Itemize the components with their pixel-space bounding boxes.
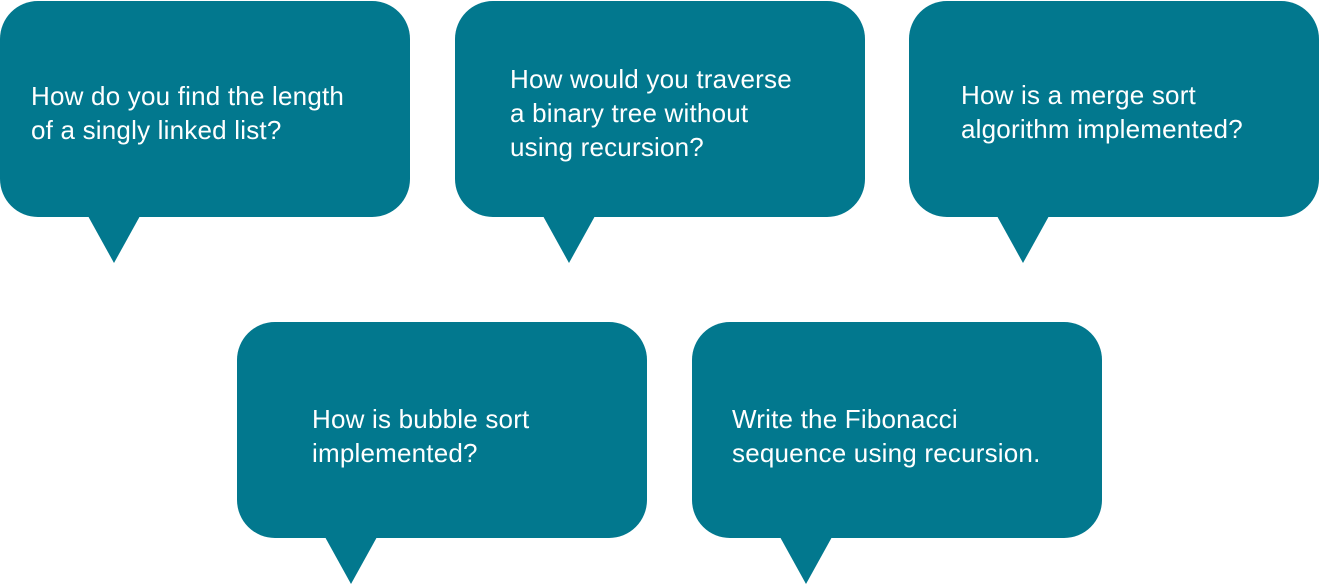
speech-bubble-bubble-sort: How is bubble sort implemented?	[237, 322, 647, 584]
bubble-line: Write the Fibonacci	[732, 404, 958, 434]
speech-bubble-tail	[997, 216, 1049, 263]
bubble-line: How would you traverse	[510, 64, 792, 94]
bubble-line: of a singly linked list?	[31, 115, 282, 145]
speech-bubble-tail	[780, 537, 832, 584]
bubble-line: How is a merge sort	[961, 80, 1196, 110]
speech-bubble-merge-sort: How is a merge sort algorithm implemente…	[909, 1, 1319, 263]
bubble-line: a binary tree without	[510, 98, 749, 128]
bubble-question-text: How would you traverse a binary tree wit…	[510, 62, 792, 164]
bubble-question-text: Write the Fibonacci sequence using recur…	[732, 402, 1041, 470]
speech-bubble-tail	[543, 216, 595, 263]
speech-bubble-tail	[325, 537, 377, 584]
bubble-line: How is bubble sort	[312, 404, 530, 434]
speech-bubble-tail	[88, 216, 140, 263]
bubble-question-text: How do you find the length of a singly l…	[31, 79, 344, 147]
speech-bubble-linked-list: How do you find the length of a singly l…	[0, 1, 410, 263]
speech-bubble-binary-tree: How would you traverse a binary tree wit…	[455, 1, 865, 263]
bubble-line: using recursion?	[510, 132, 704, 162]
speech-bubble-fibonacci: Write the Fibonacci sequence using recur…	[692, 322, 1102, 584]
bubble-line: algorithm implemented?	[961, 114, 1243, 144]
bubble-line: implemented?	[312, 438, 478, 468]
bubble-question-text: How is bubble sort implemented?	[312, 402, 529, 470]
bubble-line: sequence using recursion.	[732, 438, 1041, 468]
bubble-question-text: How is a merge sort algorithm implemente…	[961, 78, 1243, 146]
bubble-line: How do you find the length	[31, 81, 345, 111]
